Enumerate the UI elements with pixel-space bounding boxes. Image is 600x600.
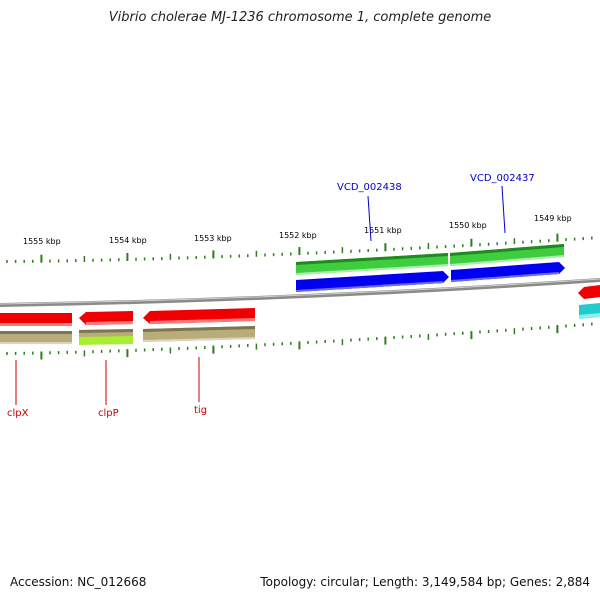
- gene-clpx-track[interactable]: [0, 331, 72, 344]
- scale-label-1554: 1554 kbp: [109, 236, 147, 245]
- cds-tig-red[interactable]: [143, 308, 255, 324]
- cds-partial-cyan-right[interactable]: [579, 303, 600, 319]
- scale-label-1552: 1552 kbp: [279, 231, 317, 240]
- vcd-002438-leader-line: [367, 195, 372, 242]
- scale-label-1555: 1555 kbp: [23, 237, 61, 246]
- gene-label-vcd-002438[interactable]: VCD_002438: [337, 182, 402, 193]
- gene-clpp-track[interactable]: [79, 329, 133, 345]
- topology-text: Topology: circular; Length: 3,149,584 bp…: [260, 575, 590, 589]
- cds-vcd-002438-green[interactable]: [296, 253, 448, 275]
- accession-text: Accession: NC_012668: [10, 575, 147, 589]
- cds-vcd-002438-blue[interactable]: [296, 271, 449, 292]
- gene-label-vcd-002437[interactable]: VCD_002437: [470, 173, 535, 184]
- chromosome-backbone: [0, 278, 600, 307]
- map-title: Vibrio cholerae MJ-1236 chromosome 1, co…: [108, 10, 492, 25]
- cds-vcd-002437-blue[interactable]: [451, 262, 565, 282]
- scale-label-1550: 1550 kbp: [449, 221, 487, 230]
- vcd-002437-leader-line: [501, 185, 506, 234]
- gene-label-clpp[interactable]: clpP: [98, 408, 119, 419]
- inner-scale-ticks: [6, 322, 593, 360]
- gene-label-clpx[interactable]: clpX: [7, 408, 29, 419]
- cds-clpp-red[interactable]: [79, 311, 133, 325]
- scale-label-1551: 1551 kbp: [364, 226, 402, 235]
- scale-label-1553: 1553 kbp: [194, 234, 232, 243]
- cds-partial-red-right[interactable]: [578, 285, 600, 299]
- gene-label-tig[interactable]: tig: [194, 405, 207, 416]
- chromosome-backbone-highlight: [0, 278, 600, 305]
- cds-clpx-red[interactable]: [0, 313, 72, 326]
- cds-vcd-002437-green[interactable]: [450, 244, 564, 266]
- scale-label-1549: 1549 kbp: [534, 214, 572, 223]
- outer-scale-ticks: [6, 233, 593, 263]
- gene-tig-track[interactable]: [143, 326, 255, 342]
